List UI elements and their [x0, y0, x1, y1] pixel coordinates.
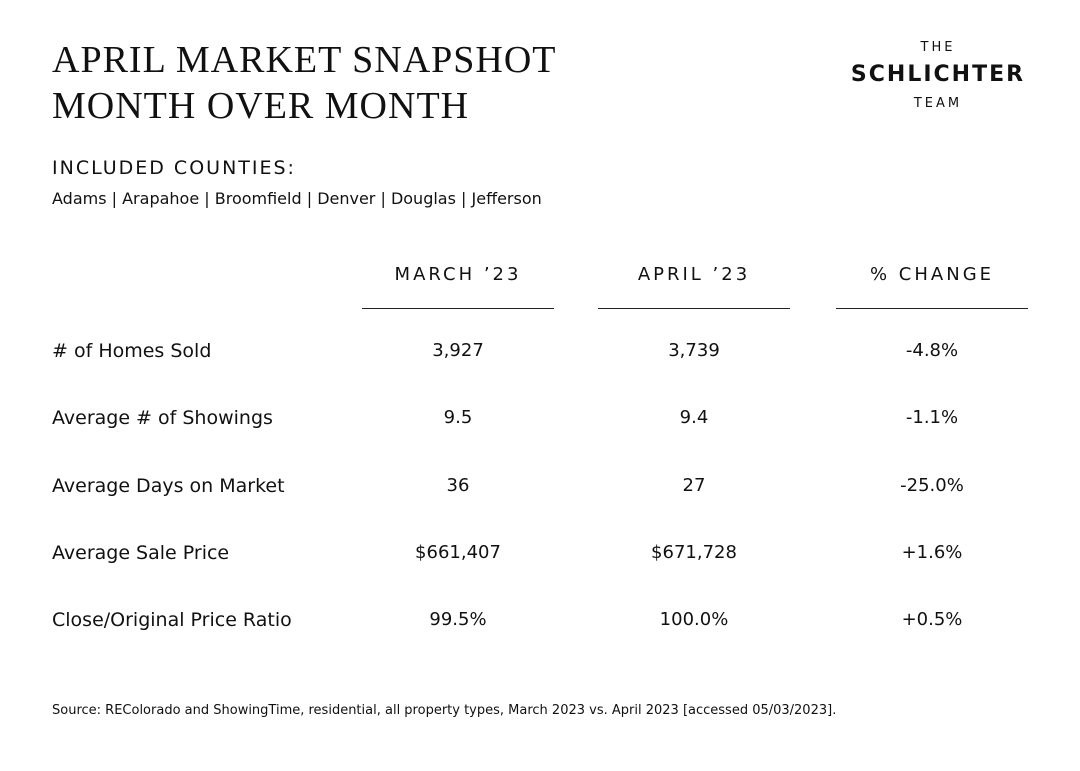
title-line: APRIL MARKET SNAPSHOT	[52, 39, 557, 81]
table-cell: -1.1%	[905, 407, 959, 428]
table-cell: $671,728	[651, 542, 737, 563]
table-cell: 27	[682, 475, 706, 496]
table-cell: 9.5	[443, 407, 473, 428]
row-label: Average # of Showings	[52, 407, 273, 429]
table-cell: +1.6%	[901, 542, 963, 563]
column-header: APRIL ’23	[637, 264, 751, 285]
table-cell: 9.4	[679, 407, 709, 428]
source-note: Source: REColorado and ShowingTime, resi…	[52, 703, 837, 718]
logo-text: TEAM	[913, 96, 963, 111]
header-rule	[362, 308, 554, 309]
header-rule	[598, 308, 790, 309]
table-cell: -4.8%	[905, 340, 959, 361]
logo-text: SCHLICHTER	[850, 62, 1026, 87]
table-cell: 3,739	[668, 340, 720, 361]
table-cell: $661,407	[415, 542, 501, 563]
row-label: # of Homes Sold	[52, 340, 212, 362]
title-line: MONTH OVER MONTH	[52, 85, 470, 127]
column-header: % CHANGE	[869, 264, 995, 285]
table-cell: 36	[446, 475, 470, 496]
counties-heading: INCLUDED COUNTIES:	[52, 157, 296, 179]
logo-text: THE	[920, 40, 956, 55]
counties-list: Adams | Arapahoe | Broomfield | Denver |…	[52, 189, 542, 208]
row-label: Average Days on Market	[52, 475, 285, 497]
table-cell: -25.0%	[900, 475, 964, 496]
header-rule	[836, 308, 1028, 309]
row-label: Close/Original Price Ratio	[52, 609, 292, 631]
table-cell: 100.0%	[659, 609, 729, 630]
row-label: Average Sale Price	[52, 542, 230, 564]
column-header: MARCH ’23	[394, 264, 522, 285]
table-cell: 99.5%	[429, 609, 487, 630]
table-cell: 3,927	[432, 340, 484, 361]
table-cell: +0.5%	[901, 609, 963, 630]
